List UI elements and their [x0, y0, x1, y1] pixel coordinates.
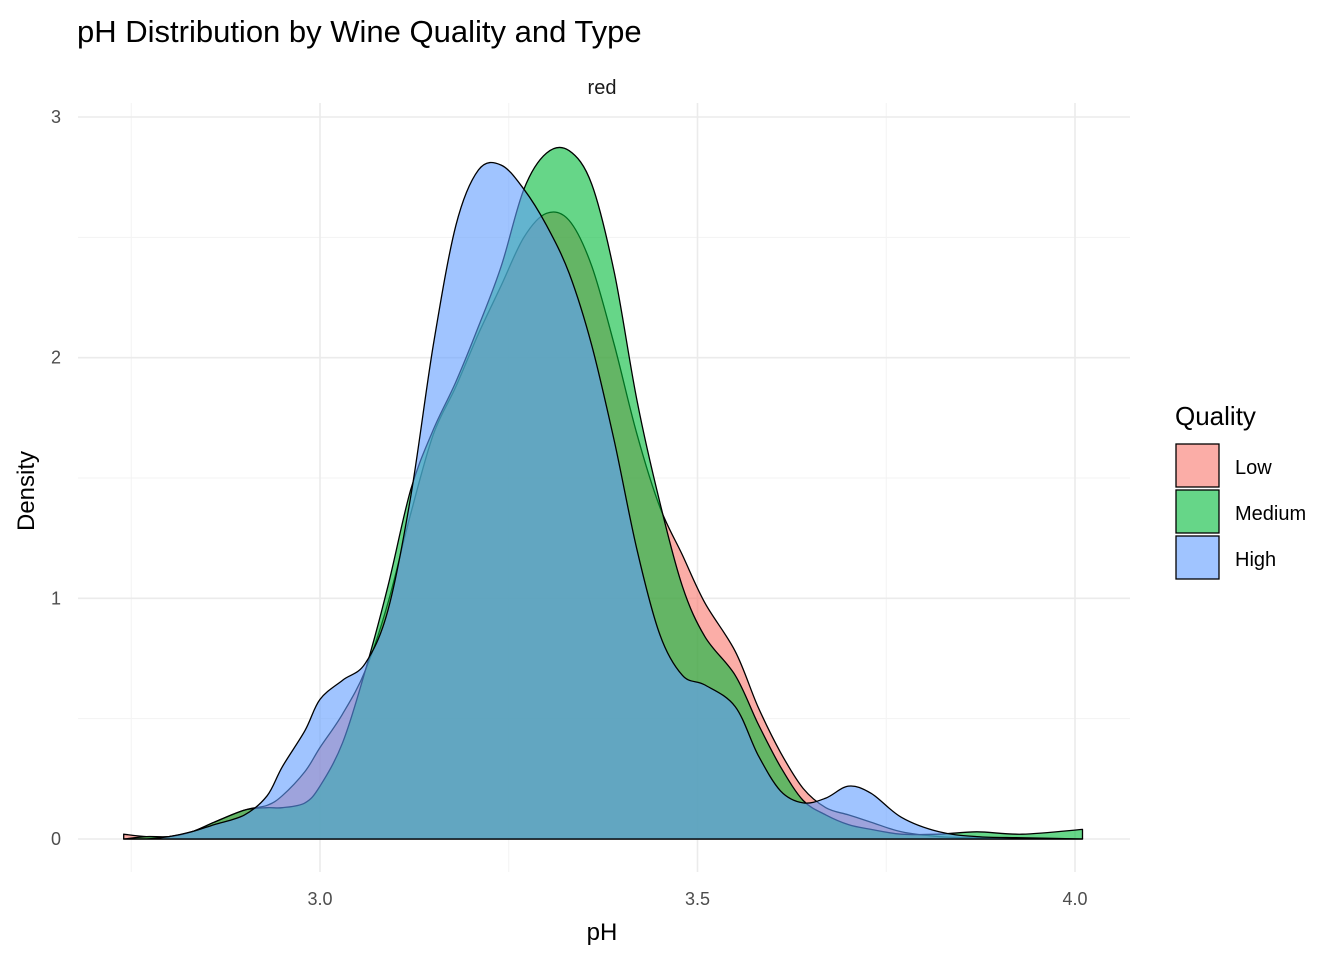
y-tick-label: 0 [51, 829, 61, 849]
chart-title: pH Distribution by Wine Quality and Type [77, 14, 642, 49]
legend-key-swatch [1175, 535, 1220, 580]
density-area-high [123, 161, 1084, 840]
legend-key-swatch [1175, 489, 1220, 534]
y-axis-title: Density [13, 451, 40, 531]
legend-items: Low Medium High [1175, 443, 1306, 580]
legend-item-high: High [1175, 535, 1276, 580]
y-tick-label: 1 [51, 588, 61, 608]
x-axis-title: pH [587, 919, 618, 946]
y-axis-ticks: 0 1 2 3 [51, 107, 61, 849]
legend-title: Quality [1175, 401, 1256, 431]
legend-label: Medium [1235, 503, 1306, 525]
legend-label: High [1235, 549, 1276, 571]
facet-strip-label: red [588, 77, 617, 99]
legend-key-swatch [1175, 443, 1220, 488]
legend-item-low: Low [1175, 443, 1272, 488]
legend-label: Low [1235, 457, 1272, 479]
x-axis-ticks: 3.0 3.5 4.0 [307, 889, 1087, 909]
x-tick-label: 3.5 [685, 889, 710, 909]
legend-item-medium: Medium [1175, 489, 1306, 534]
density-areas [123, 146, 1084, 840]
y-tick-label: 2 [51, 348, 61, 368]
x-tick-label: 3.0 [307, 889, 332, 909]
legend: Quality Low Medium High [1175, 401, 1306, 580]
x-tick-label: 4.0 [1062, 889, 1087, 909]
y-tick-label: 3 [51, 107, 61, 127]
